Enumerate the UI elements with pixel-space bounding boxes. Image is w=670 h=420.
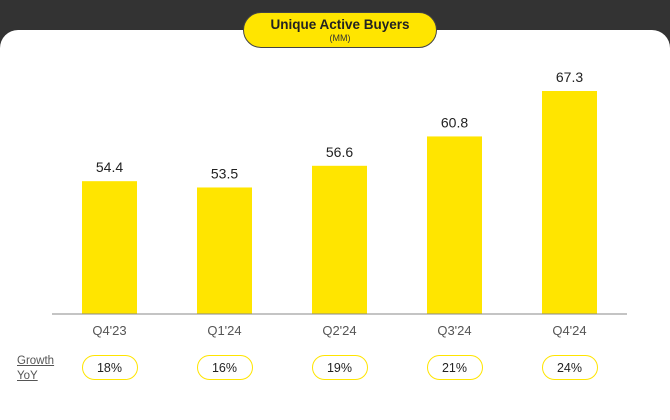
bar [542,91,597,314]
category-label: Q3'24 [437,323,471,338]
category-label: Q2'24 [322,323,356,338]
growth-pill: 24% [541,355,598,380]
growth-pill: 18% [81,355,138,380]
chart-subtitle: (MM) [329,33,351,43]
bar [427,136,482,314]
bar [312,165,367,314]
value-label: 56.6 [326,144,353,160]
growth-pill: 16% [196,355,253,380]
bar [197,187,252,314]
growth-label-line1: Growth [17,355,55,367]
chart-title: Unique Active Buyers [270,17,410,32]
value-label: 60.8 [441,114,468,130]
category-label: Q4'23 [92,323,126,338]
growth-pill: 19% [311,355,368,380]
growth-label-line2: YoY [17,370,38,382]
value-label: 53.5 [211,165,238,181]
category-label: Q4'24 [552,323,586,338]
value-label: 67.3 [556,69,583,85]
bar [82,181,137,314]
category-label: Q1'24 [207,323,241,338]
growth-yoy-label: Growth YoY [17,354,54,384]
growth-pill: 21% [426,355,483,380]
value-label: 54.4 [96,159,123,175]
bar-chart: 54.4 Q4'23 53.5 Q1'24 56.6 Q2'24 60.8 Q3'24 67.3… [52,69,627,338]
title-pill: Unique Active Buyers (MM) [243,12,437,48]
